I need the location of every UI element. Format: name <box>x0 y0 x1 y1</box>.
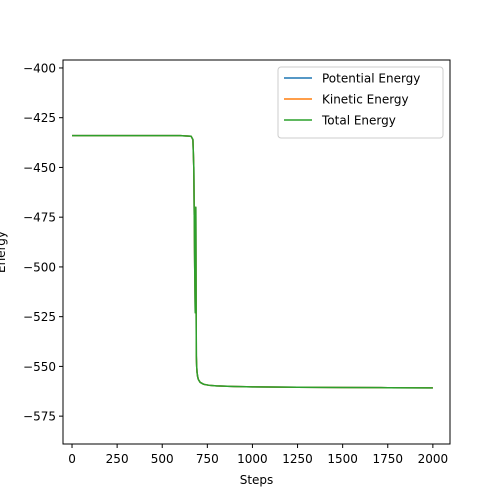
x-tick-label: 1500 <box>327 452 358 466</box>
x-axis-label: Steps <box>240 473 274 487</box>
x-tick-label: 1250 <box>282 452 313 466</box>
y-axis-ticks: −400 −425 −450 −475 −500 −525 −550 −575 <box>23 61 63 424</box>
legend-label-1: Kinetic Energy <box>322 93 409 107</box>
y-tick-label: −575 <box>23 410 56 424</box>
series-line-2 <box>72 134 433 389</box>
y-tick-label: −500 <box>23 260 56 274</box>
y-tick-label: −525 <box>23 310 56 324</box>
legend-label-0: Potential Energy <box>322 72 420 86</box>
x-tick-label: 750 <box>196 452 219 466</box>
y-tick-label: −450 <box>23 161 56 175</box>
y-axis-label: Energy <box>0 231 8 273</box>
y-tick-label: −550 <box>23 360 56 374</box>
x-tick-label: 250 <box>106 452 129 466</box>
legend-label-2: Total Energy <box>321 114 396 128</box>
x-tick-label: 500 <box>151 452 174 466</box>
y-tick-label: −425 <box>23 111 56 125</box>
x-tick-label: 1000 <box>237 452 268 466</box>
x-tick-label: 2000 <box>418 452 449 466</box>
x-axis-ticks: 0 250 500 750 1000 1250 1500 1750 2000 <box>68 444 448 466</box>
y-tick-label: −400 <box>23 61 56 75</box>
y-tick-label: −475 <box>23 211 56 225</box>
legend: Potential Energy Kinetic Energy Total Ener… <box>277 66 444 139</box>
x-tick-label: 1750 <box>372 452 403 466</box>
legend-box <box>277 66 444 139</box>
axes-frame <box>62 59 451 445</box>
plot-lines <box>72 134 433 389</box>
x-tick-label: 0 <box>68 452 76 466</box>
